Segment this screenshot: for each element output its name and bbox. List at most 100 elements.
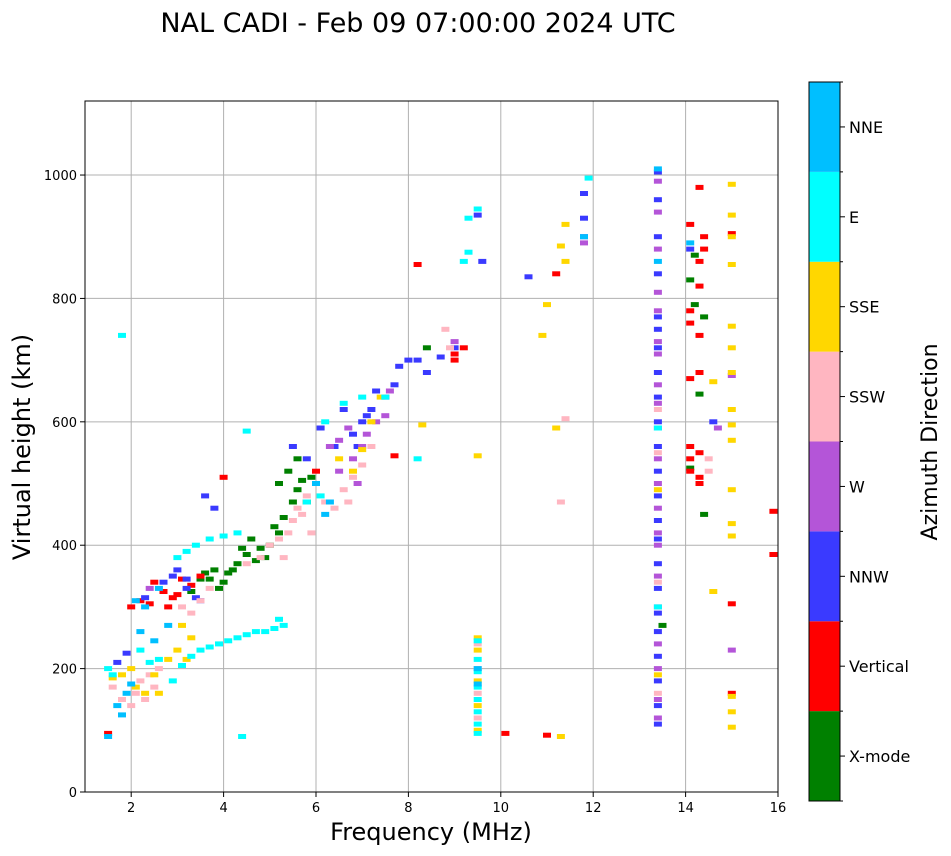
x-tick-label: 8 [404, 801, 412, 816]
point-w [385, 388, 394, 394]
point-e [145, 659, 154, 665]
point-ssw [293, 505, 302, 511]
y-tick-label: 200 [52, 663, 77, 678]
x-tick-label: 4 [219, 801, 227, 816]
point-x-mode [293, 487, 302, 493]
point-sse [178, 622, 186, 628]
y-tick-label: 800 [52, 292, 77, 307]
x-tick-label: 12 [585, 801, 602, 816]
point-ssw [653, 690, 662, 696]
point-vertical [187, 582, 196, 588]
point-vertical [686, 221, 695, 227]
point-sse [727, 422, 736, 428]
point-vertical [136, 598, 145, 604]
point-ssw [205, 585, 214, 591]
point-nnw [580, 191, 588, 196]
point-ssw [307, 530, 316, 536]
point-nnw [478, 258, 487, 264]
point-nnw [653, 585, 662, 591]
y-tick-label: 600 [52, 416, 77, 431]
point-w [358, 444, 367, 449]
point-sse [118, 672, 126, 678]
point-e [339, 400, 348, 406]
data-points [104, 166, 778, 739]
point-ssw [108, 684, 117, 690]
point-vertical [695, 258, 704, 264]
colorbar-label-e: E [849, 208, 859, 227]
point-x-mode [210, 567, 219, 573]
point-nnw [653, 345, 662, 351]
x-tick-label: 2 [127, 801, 135, 816]
point-vertical [686, 308, 695, 314]
point-nnw [653, 653, 662, 659]
point-sse [727, 181, 736, 187]
point-vertical [695, 474, 704, 480]
point-sse [727, 407, 736, 412]
point-sse [543, 302, 551, 308]
point-x-mode [293, 456, 302, 462]
point-ssw [178, 604, 186, 610]
point-sse [727, 437, 736, 443]
point-x-mode [270, 524, 279, 530]
point-vertical [390, 453, 399, 459]
colorbar-segment-nnw [809, 531, 840, 622]
point-e [104, 666, 113, 672]
point-vertical [104, 730, 113, 736]
point-w [653, 382, 662, 388]
point-e [182, 548, 191, 554]
point-nnw [141, 595, 150, 601]
y-tick-label: 0 [69, 786, 77, 801]
point-nnw [330, 444, 339, 449]
point-sse [727, 521, 736, 527]
point-e [473, 656, 482, 662]
point-nne [653, 258, 662, 264]
point-vertical [150, 579, 159, 585]
point-vertical [219, 474, 228, 480]
y-axis-label: Virtual height (km) [8, 334, 36, 560]
point-w [653, 530, 662, 536]
point-sse [473, 453, 482, 459]
point-sse [727, 724, 736, 730]
point-w [653, 641, 662, 647]
point-vertical [700, 234, 709, 240]
point-vertical [727, 601, 736, 607]
point-nnw [390, 382, 399, 388]
point-sse [709, 379, 718, 385]
point-nnw [367, 407, 376, 412]
point-w [653, 505, 662, 511]
point-sse [187, 635, 196, 641]
point-nnw [288, 444, 297, 449]
point-nnw [653, 169, 662, 175]
point-e [118, 332, 126, 338]
point-e [316, 493, 325, 499]
point-sse [561, 221, 570, 227]
point-e [653, 425, 662, 431]
point-x-mode [422, 345, 431, 351]
point-vertical [178, 576, 186, 582]
point-nnw [653, 444, 662, 449]
x-tick-label: 10 [493, 801, 510, 816]
point-nnw [653, 370, 662, 375]
x-tick-label: 6 [312, 801, 320, 816]
point-ssw [136, 678, 145, 684]
point-vertical [686, 456, 695, 462]
point-x-mode [700, 511, 709, 517]
point-x-mode [686, 465, 695, 471]
colorbar-label-x-mode: X-mode [849, 747, 910, 766]
point-vertical [695, 283, 704, 289]
point-vertical [450, 357, 459, 363]
point-ssw [321, 499, 330, 505]
point-vertical [501, 730, 510, 736]
point-e [473, 206, 482, 212]
point-x-mode [242, 552, 251, 557]
point-e [242, 632, 251, 638]
point-nnw [653, 468, 662, 474]
point-e [233, 530, 242, 536]
point-nnw [182, 585, 191, 591]
point-nnw [653, 610, 662, 616]
colorbar-label-vertical: Vertical [849, 657, 909, 676]
point-nnw [182, 576, 191, 582]
point-nnw [653, 629, 662, 635]
colorbar-label-ssw: SSW [849, 388, 885, 407]
colorbar-segment-e [809, 171, 840, 262]
